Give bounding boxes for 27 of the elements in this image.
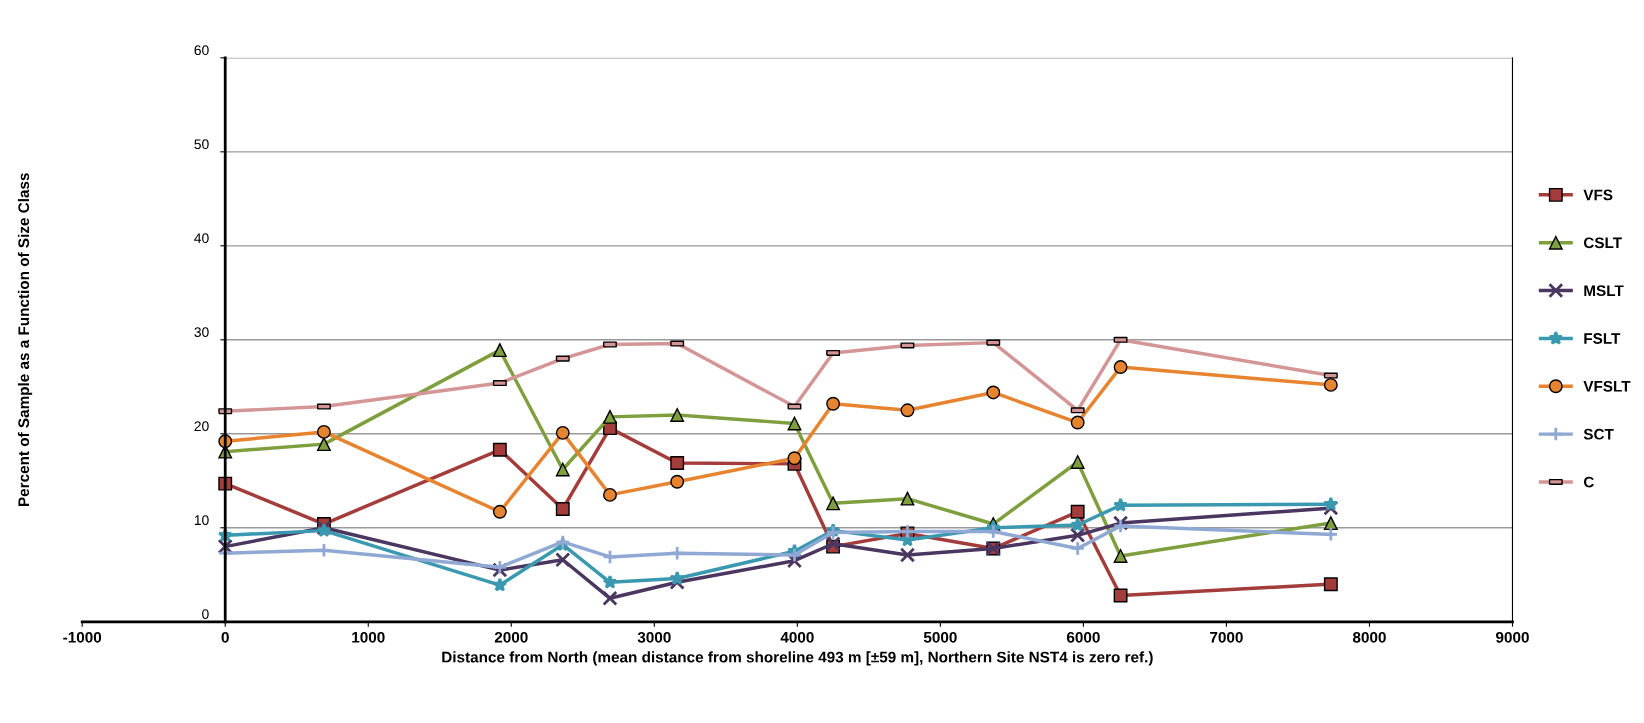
x-tick-label: 9000 — [1496, 631, 1529, 643]
x-tick-label: 0 — [221, 631, 229, 643]
y-tick-label: 20 — [194, 421, 209, 432]
legend-label: C — [1583, 476, 1594, 488]
x-tick-label: 2000 — [494, 631, 528, 643]
x-tick-label: 4000 — [780, 631, 814, 643]
legend-label: CSLT — [1583, 237, 1622, 249]
x-tick-label: 7000 — [1210, 631, 1243, 643]
x-tick-label: 1000 — [352, 631, 385, 643]
x-axis-title: Distance from North (mean distance from shoreline 493 m [±59 m], Northern Site NST4 is zero ref.) — [442, 651, 1153, 666]
y-tick-label: 40 — [194, 233, 209, 244]
legend-label: FSLT — [1584, 333, 1621, 344]
y-tick-label: 10 — [194, 515, 209, 526]
x-tick-label: 6000 — [1066, 631, 1100, 643]
legend-label: VFS — [1583, 189, 1613, 201]
y-tick-label: 60 — [194, 45, 209, 56]
y-axis-title: Percent of Sample as a Function of Size Class — [17, 173, 33, 507]
x-tick-label: -1000 — [63, 631, 102, 643]
legend-label: SCT — [1583, 428, 1614, 440]
legend-label: MSLT — [1584, 285, 1624, 297]
y-tick-label: 50 — [194, 139, 209, 150]
y-tick-label: 30 — [194, 327, 209, 338]
x-tick-label: 3000 — [637, 631, 671, 643]
x-tick-label: 5000 — [923, 631, 957, 643]
legend-label: VFSLT — [1583, 380, 1631, 392]
y-tick-label: 0 — [202, 609, 209, 620]
x-tick-label: 8000 — [1352, 631, 1386, 643]
